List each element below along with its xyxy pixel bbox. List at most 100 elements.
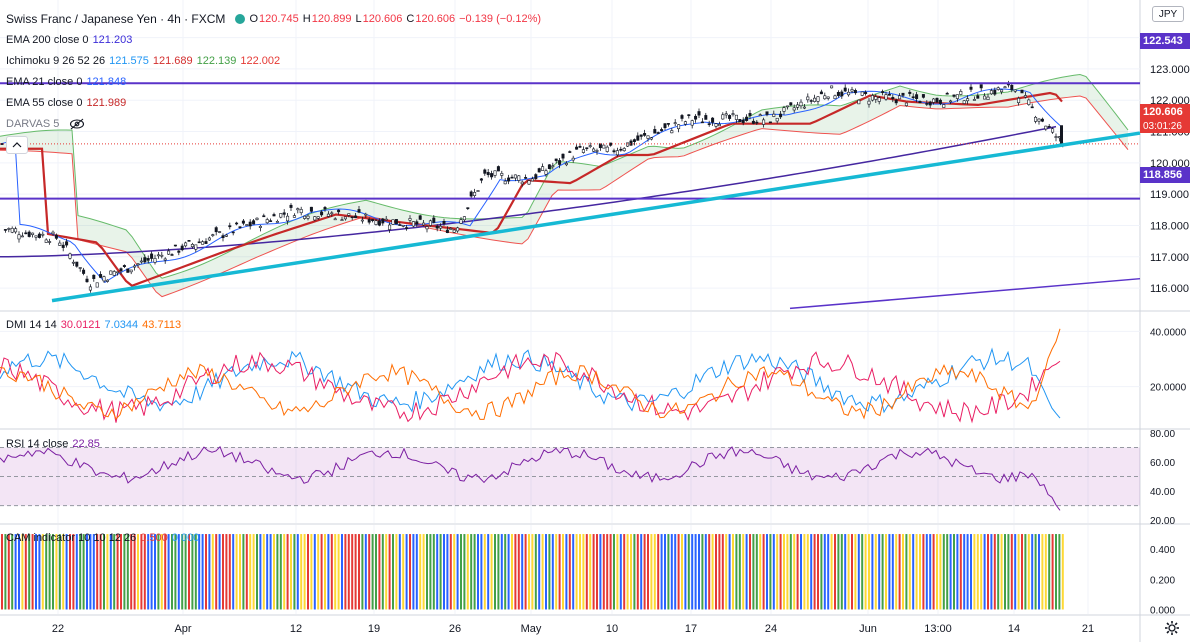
candle-body [296, 208, 300, 211]
candle-body [989, 90, 993, 95]
candle-body [728, 115, 732, 119]
candle-body [952, 94, 956, 97]
cam-bar [946, 534, 949, 610]
cam-bar [177, 534, 180, 610]
cam-bar [840, 534, 843, 610]
candle-body [82, 269, 86, 274]
cam-bar [1055, 534, 1057, 610]
cam-bar [52, 534, 54, 610]
cam-bar [640, 534, 643, 610]
candle-body [248, 221, 252, 227]
symbol-title[interactable]: Swiss Franc / Japanese Yen · 4h · FXCM [6, 11, 226, 26]
cam-bar [14, 534, 17, 610]
candle-body [510, 176, 514, 179]
cam-bar [908, 534, 911, 610]
candle-body [843, 87, 847, 92]
candle-body [68, 253, 72, 259]
cam-bar [664, 534, 666, 610]
candle-body [411, 221, 415, 227]
cam-value: 0.500 [140, 532, 168, 544]
candle-body [986, 96, 990, 100]
cam-bar [436, 534, 439, 610]
candle-body [945, 92, 949, 95]
cam-bar [317, 534, 320, 610]
dmi-tick-label: 40.0000 [1150, 327, 1187, 338]
candle-body [316, 216, 320, 219]
indicator-value: 122.139 [196, 54, 237, 67]
cam-bar [847, 534, 850, 610]
collapse-legend-button[interactable] [6, 136, 28, 154]
candle-body [466, 207, 470, 209]
cam-bar [643, 534, 646, 610]
candle-body [442, 221, 446, 224]
candle-body [462, 216, 466, 221]
candle-body [476, 190, 480, 192]
cam-bar [793, 534, 796, 610]
cam-bar [133, 534, 136, 610]
cam-bar [1021, 534, 1023, 610]
cam-bar [456, 534, 459, 610]
candle-body [1027, 99, 1031, 105]
candle-body [925, 103, 929, 105]
hidden-eye-icon[interactable] [69, 118, 85, 130]
cam-bar [341, 534, 343, 610]
indicator-legend-row[interactable]: EMA 21 close 0 121.848 [6, 71, 549, 92]
cam-bar [919, 534, 921, 610]
cam-bar [694, 534, 697, 610]
cam-bar [1024, 534, 1027, 610]
x-tick-label: 22 [52, 623, 64, 635]
cam-bar [79, 534, 82, 610]
current-price-tag: 120.606 [1140, 104, 1190, 120]
candle-body [622, 148, 626, 152]
candle-body [207, 237, 211, 241]
candle-body [564, 163, 568, 166]
indicator-legend-row[interactable]: Ichimoku 9 26 52 26 121.575 121.689 122.139… [6, 50, 549, 71]
ohlc-values: O120.745 H120.899 L120.606 C120.606 −0.139 (… [249, 13, 545, 25]
cam-bar [779, 534, 782, 610]
candle-body [326, 213, 330, 217]
cam-bar [500, 534, 503, 610]
candle-body [898, 95, 902, 100]
x-tick-label: 19 [368, 623, 380, 635]
indicator-legend-row[interactable]: EMA 55 close 0 121.989 [6, 92, 549, 113]
candle-body [241, 220, 245, 224]
cam-bar [881, 534, 884, 610]
cam-bar [745, 534, 748, 610]
currency-badge[interactable]: JPY [1152, 6, 1184, 22]
candle-body [632, 139, 636, 142]
cam-bar [817, 534, 819, 610]
candle-body [677, 124, 681, 130]
candle-body [1000, 89, 1004, 93]
ohlc-value: 120.745 [259, 12, 299, 25]
cam-bar [990, 534, 993, 610]
candle-body [374, 220, 378, 225]
cam-bar [160, 534, 163, 610]
cam-bar [599, 534, 602, 610]
candle-body [20, 235, 24, 238]
candle-body [748, 113, 752, 116]
indicator-legend-row[interactable]: EMA 200 close 0 121.203 [6, 29, 549, 50]
candle-body [653, 129, 657, 134]
cam-bar [517, 534, 520, 610]
cam-bar [823, 534, 826, 610]
candle-body [660, 129, 664, 132]
candle-body [1017, 97, 1021, 104]
cam-bar [691, 534, 694, 610]
indicator-legend-row[interactable]: DARVAS 5 [6, 113, 549, 134]
cam-bar [585, 534, 588, 610]
candle-body [983, 95, 987, 100]
cam-bar [973, 534, 976, 610]
cam-bar [466, 534, 469, 610]
x-tick-label: Jun [859, 623, 877, 635]
candle-body [751, 120, 755, 124]
cam-bar [364, 534, 367, 610]
cam-bar [266, 534, 269, 610]
gear-icon[interactable] [1164, 620, 1180, 636]
candle-body [292, 215, 296, 218]
cam-bar [72, 534, 75, 610]
candle-body [615, 150, 619, 156]
candle-body [819, 91, 823, 95]
cam-bar [310, 534, 313, 610]
cam-bar [402, 534, 405, 610]
